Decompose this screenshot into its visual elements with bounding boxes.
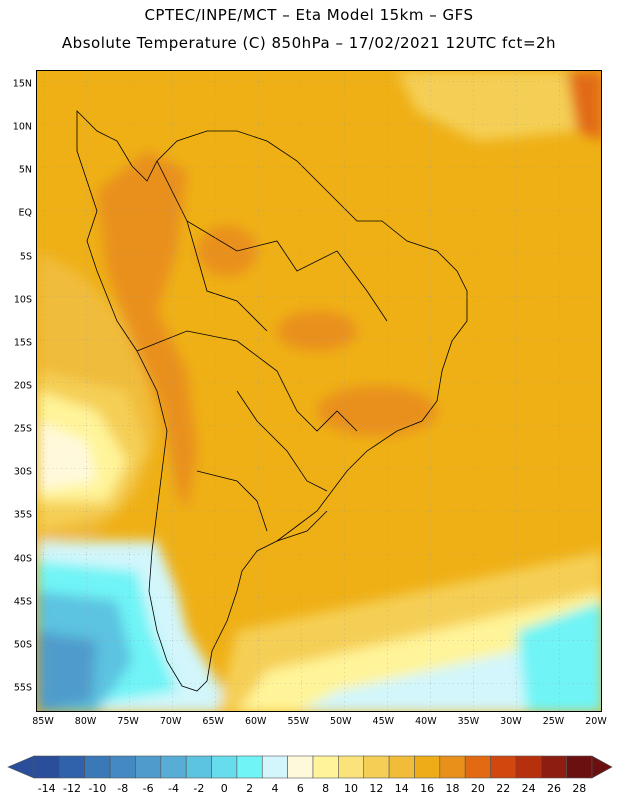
colorbar-cell	[464, 755, 491, 779]
colorbar-label: 28	[572, 782, 587, 795]
colorbar-label: -12	[63, 782, 82, 795]
lon-label: 25W	[542, 716, 565, 727]
colorbar-cell	[414, 755, 441, 779]
lon-label: 30W	[500, 716, 522, 727]
lon-label: 40W	[415, 716, 437, 727]
lon-label: 70W	[159, 716, 182, 727]
lat-label: 30S	[13, 466, 32, 478]
lat-label: 45S	[13, 596, 32, 608]
colorbar-cell	[312, 755, 339, 779]
lat-label: 15N	[12, 78, 32, 90]
colorbar-cell	[160, 755, 187, 779]
colorbar-label: 20	[470, 782, 485, 795]
colorbar-left-arrow	[7, 755, 35, 779]
colorbar-cell	[59, 755, 86, 779]
lat-label: 40S	[13, 553, 32, 565]
colorbar-label: 6	[296, 782, 304, 795]
colorbar-label: 26	[546, 782, 561, 795]
temperature-map	[36, 70, 602, 712]
lat-label: 20S	[13, 380, 32, 392]
lat-label: 5N	[18, 164, 32, 176]
colorbar-cell	[388, 755, 415, 779]
colorbar-label: 2	[246, 782, 254, 795]
colorbar-label: 8	[322, 782, 330, 795]
colorbar-label: 0	[220, 782, 228, 795]
lat-label: 25S	[13, 423, 32, 435]
colorbar-cell	[261, 755, 288, 779]
lon-label: 35W	[457, 716, 480, 727]
colorbar-cell	[109, 755, 136, 779]
lon-label: 75W	[117, 716, 139, 727]
colorbar-cell	[515, 755, 542, 779]
colorbar-cell	[135, 755, 162, 779]
colorbar-label: -4	[168, 782, 179, 795]
colorbar-cell	[287, 755, 314, 779]
colorbar-label: -2	[193, 782, 205, 795]
colorbar-cell	[33, 755, 60, 779]
colorbar	[7, 755, 613, 779]
lat-label: 15S	[13, 337, 32, 349]
colorbar-label: 16	[420, 782, 435, 795]
lat-label: 5S	[19, 251, 32, 263]
colorbar-label: 24	[521, 782, 536, 795]
lon-label: 85W	[32, 716, 54, 727]
lat-label: 10S	[13, 294, 32, 306]
lon-label: 50W	[330, 716, 352, 727]
lon-label: 20W	[585, 716, 607, 727]
lat-label: 50S	[13, 639, 32, 651]
colorbar-label: 22	[496, 782, 511, 795]
lon-label: 55W	[287, 716, 309, 727]
colorbar-cell	[84, 755, 111, 779]
map-title: CPTEC/INPE/MCT – Eta Model 15km – GFS	[144, 6, 474, 24]
colorbar-cell	[439, 755, 466, 779]
lat-label: 10N	[12, 121, 32, 133]
colorbar-cell	[566, 755, 593, 779]
colorbar-cell	[211, 755, 238, 779]
map-subtitle: Absolute Temperature (C) 850hPa – 17/02/…	[61, 34, 557, 52]
lon-label: 60W	[244, 716, 267, 727]
colorbar-label: 18	[445, 782, 460, 795]
lon-label: 80W	[74, 716, 97, 727]
colorbar-label: 10	[344, 782, 359, 795]
colorbar-label: 14	[394, 782, 409, 795]
lon-label: 65W	[202, 716, 224, 727]
colorbar-cell	[338, 755, 365, 779]
colorbar-right-arrow	[591, 755, 613, 779]
colorbar-label: -8	[117, 782, 129, 795]
colorbar-label: 12	[369, 782, 384, 795]
colorbar-label: 4	[271, 782, 279, 795]
colorbar-label: -10	[88, 782, 107, 795]
lon-label: 45W	[372, 716, 395, 727]
lat-label: 35S	[13, 509, 32, 521]
lat-label: 55S	[13, 682, 32, 694]
colorbar-cell	[185, 755, 212, 779]
colorbar-cell	[490, 755, 517, 779]
colorbar-cell	[540, 755, 567, 779]
colorbar-cell	[363, 755, 390, 779]
colorbar-cell	[236, 755, 263, 779]
colorbar-label: -6	[142, 782, 154, 795]
colorbar-label: -14	[37, 782, 56, 795]
lat-label: EQ	[18, 207, 32, 219]
